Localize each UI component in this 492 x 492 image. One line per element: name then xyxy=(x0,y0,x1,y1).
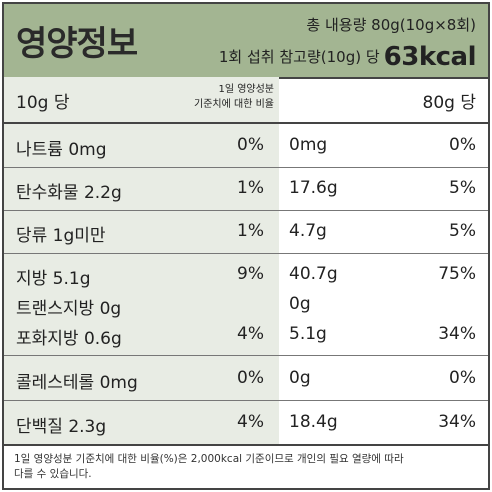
nutrient-total-pct: 75% xyxy=(438,264,476,284)
daily-value-note: 1일 영양성분 기준치에 대한 비율 xyxy=(164,82,274,112)
nutrient-name: 포화지방 0.6g xyxy=(16,329,122,349)
table-row: 단백질 2.3g 4% 18.4g 34% xyxy=(4,401,488,446)
nutrient-total-pct: 5% xyxy=(449,221,476,241)
column-header: 10g 당 1일 영양성분 기준치에 대한 비율 80g 당 xyxy=(4,77,488,124)
fat-group: 지방 5.1g 9% 40.7g 75% 트랜스지방 0g 0g 포화지방 0.… xyxy=(4,254,488,356)
row-bg xyxy=(4,168,279,210)
nutrient-total-pct: 34% xyxy=(438,412,476,432)
total-content: 총 내용량 80g(10g×8회) xyxy=(306,16,476,34)
nutrient-name: 나트륨 0mg xyxy=(16,140,107,160)
total-basis-label: 80g 당 xyxy=(422,93,476,113)
row-bg xyxy=(4,356,279,400)
nutrient-name: 탄수화물 2.2g xyxy=(16,183,122,203)
nutrient-total-amount: 4.7g xyxy=(289,221,327,241)
row-bg xyxy=(4,211,279,253)
nutrient-total-pct: 0% xyxy=(449,135,476,155)
nutrient-pct: 1% xyxy=(237,221,264,241)
nutrient-pct: 9% xyxy=(237,264,264,284)
nutrient-total-amount: 17.6g xyxy=(289,178,338,198)
nutrient-name: 콜레스테롤 0mg xyxy=(16,373,138,393)
basis-label: 10g 당 xyxy=(16,93,70,113)
daily-value-note-line2: 기준치에 대한 비율 xyxy=(194,99,274,110)
nutrient-pct: 4% xyxy=(237,412,264,432)
nutrient-name: 지방 5.1g xyxy=(16,269,91,289)
nutrient-total-pct: 0% xyxy=(449,368,476,388)
serving-kcal: 63kcal xyxy=(383,42,477,72)
table-row: 나트륨 0mg 0% 0mg 0% xyxy=(4,124,488,168)
nutrient-total-amount: 40.7g xyxy=(289,264,338,284)
nutrient-pct: 4% xyxy=(237,324,264,344)
nutrient-total-amount: 0g xyxy=(289,368,311,388)
nutrient-total-amount: 0mg xyxy=(289,135,328,155)
nutrient-name: 단백질 2.3g xyxy=(16,417,107,437)
row-bg xyxy=(4,124,279,167)
serving-text: 1회 섭취 참고량(10g) 당 xyxy=(218,48,380,66)
table-row: 당류 1g미만 1% 4.7g 5% xyxy=(4,211,488,254)
nutrient-total-pct: 5% xyxy=(449,178,476,198)
daily-value-note-line1: 1일 영양성분 xyxy=(218,84,274,95)
nutrient-pct: 0% xyxy=(237,368,264,388)
nutrient-total-amount: 0g xyxy=(289,294,311,314)
nutrient-total-amount: 18.4g xyxy=(289,412,338,432)
footnote-line2: 다를 수 있습니다. xyxy=(14,468,92,480)
nutrient-total-amount: 5.1g xyxy=(289,324,327,344)
table-row: 탄수화물 2.2g 1% 17.6g 5% xyxy=(4,168,488,211)
row-bg xyxy=(4,401,279,444)
serving-info: 1회 섭취 참고량(10g) 당 63kcal xyxy=(218,42,477,72)
nutrient-total-pct: 34% xyxy=(438,324,476,344)
row-bg xyxy=(4,254,279,355)
nutrient-name: 트랜스지방 0g xyxy=(16,299,122,319)
nutrient-name: 당류 1g미만 xyxy=(16,226,106,246)
nutrient-pct: 1% xyxy=(237,178,264,198)
column-header-left-bg xyxy=(4,77,279,122)
table-row: 콜레스테롤 0mg 0% 0g 0% xyxy=(4,356,488,401)
footnote: 1일 영양성분 기준치에 대한 비율(%)은 2,000kcal 기준이므로 개… xyxy=(14,452,480,482)
footnote-line1: 1일 영양성분 기준치에 대한 비율(%)은 2,000kcal 기준이므로 개… xyxy=(14,453,404,465)
nutrient-pct: 0% xyxy=(237,135,264,155)
label-title: 영양정보 xyxy=(16,24,138,64)
